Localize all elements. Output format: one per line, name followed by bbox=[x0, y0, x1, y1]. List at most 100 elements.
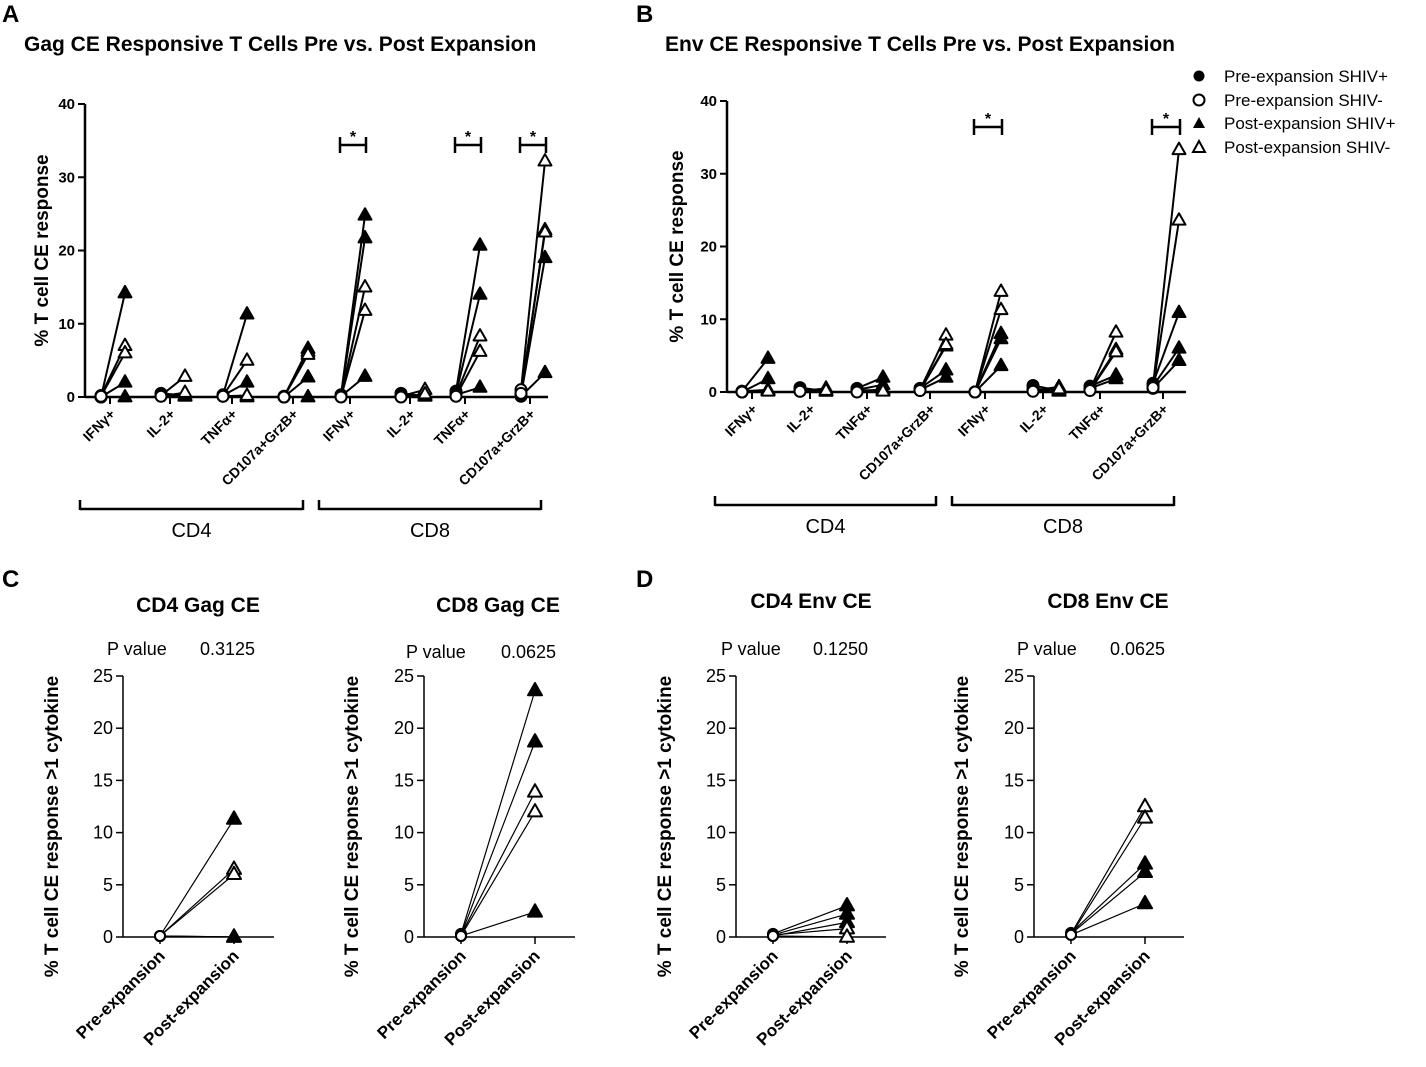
post-point bbox=[1136, 863, 1154, 878]
post-point bbox=[1171, 304, 1187, 319]
post-point bbox=[300, 346, 316, 360]
series-line bbox=[455, 335, 481, 396]
post-point bbox=[1171, 141, 1187, 156]
chart-c2-p-label: P value bbox=[406, 642, 466, 662]
series-line bbox=[1070, 903, 1146, 936]
post-point bbox=[239, 374, 255, 388]
post-point bbox=[177, 368, 193, 382]
series-line bbox=[460, 741, 536, 936]
x-tick-label: IL-2+ bbox=[783, 401, 818, 436]
legend-circle-filled-icon bbox=[1193, 70, 1205, 82]
post-point bbox=[225, 865, 243, 881]
significance-star: * bbox=[465, 129, 472, 146]
series-line bbox=[1152, 312, 1180, 384]
post-point bbox=[300, 388, 316, 403]
post-point bbox=[472, 237, 488, 251]
chart-c2: 0 5 10 15 20 25 % T cell CE response >1 cytoki… bbox=[342, 666, 575, 1049]
post-point bbox=[526, 733, 544, 748]
legend-label-post-neg: Post-expansion SHIV- bbox=[1224, 138, 1390, 157]
series-line bbox=[340, 237, 366, 396]
chart-d2-p-value: 0.0625 bbox=[1110, 639, 1165, 659]
pre-point bbox=[913, 384, 927, 398]
panel-letter-c: C bbox=[2, 566, 19, 593]
x-tick-label: IFNγ+ bbox=[80, 406, 119, 445]
chart-b-title: Env CE Responsive T Cells Pre vs. Post E… bbox=[665, 33, 1175, 56]
post-point bbox=[357, 302, 373, 316]
series-line bbox=[1070, 863, 1146, 934]
series-line bbox=[159, 818, 235, 937]
y-tick-label: 0 bbox=[404, 927, 414, 947]
post-point bbox=[472, 328, 488, 342]
series-line bbox=[772, 905, 848, 935]
panel-letter-d: D bbox=[636, 566, 653, 593]
pre-point bbox=[154, 389, 168, 403]
post-point bbox=[938, 369, 954, 383]
y-tick-label: 10 bbox=[700, 311, 717, 328]
y-axis-label: % T cell CE response bbox=[32, 154, 53, 346]
series-line bbox=[455, 245, 481, 392]
series-line bbox=[919, 344, 947, 392]
chart-c2-p-value: 0.0625 bbox=[501, 642, 556, 662]
legend-triangle-filled-icon bbox=[1193, 117, 1205, 128]
series-line bbox=[100, 352, 126, 397]
y-tick-label: 40 bbox=[58, 96, 75, 113]
plots-layer: 0 10 20 30 40 % T cell CE response IFNγ+ IL-2+ T… bbox=[32, 93, 1187, 1049]
y-axis-label: % T cell CE response >1 cytokine bbox=[42, 676, 63, 978]
post-point bbox=[225, 810, 243, 825]
y-tick-label: 0 bbox=[716, 927, 726, 947]
y-tick-label: 15 bbox=[394, 770, 414, 790]
post-point bbox=[526, 903, 544, 918]
pre-point bbox=[1083, 384, 1097, 398]
chart-a: 0 10 20 30 40 % T cell CE response IFNγ+ IL-2+ T… bbox=[32, 96, 553, 542]
post-point bbox=[1136, 894, 1154, 910]
post-point bbox=[472, 286, 488, 300]
legend: Pre-expansion SHIV+ Pre-expansion SHIV- … bbox=[1191, 67, 1396, 157]
series-line bbox=[460, 811, 536, 937]
post-point bbox=[239, 306, 255, 320]
x-tick-label: TNFα+ bbox=[1066, 401, 1108, 443]
series-line bbox=[455, 294, 481, 394]
y-axis-label: % T cell CE response bbox=[667, 150, 688, 342]
chart-c1-p-label: P value bbox=[107, 639, 167, 659]
y-tick-label: 20 bbox=[58, 243, 75, 260]
panel-letter-a: A bbox=[2, 1, 19, 28]
y-tick-label: 25 bbox=[394, 666, 414, 686]
post-point bbox=[993, 357, 1009, 372]
y-axis-label: % T cell CE response >1 cytokine bbox=[952, 676, 973, 978]
series-line bbox=[283, 354, 309, 398]
chart-d1-p-label: P value bbox=[721, 639, 781, 659]
post-point bbox=[838, 928, 856, 943]
y-tick-label: 10 bbox=[93, 823, 113, 843]
post-point bbox=[117, 344, 133, 359]
x-tick-label: TNFα+ bbox=[833, 401, 875, 443]
series-line bbox=[974, 309, 1002, 393]
pre-point bbox=[1026, 384, 1040, 398]
pre-point bbox=[334, 390, 348, 404]
series-line bbox=[222, 359, 248, 397]
x-tick-label: IL-2+ bbox=[143, 406, 178, 441]
pre-point bbox=[968, 385, 982, 399]
post-point bbox=[117, 388, 133, 403]
post-point bbox=[993, 301, 1009, 316]
series-line bbox=[159, 868, 235, 937]
series-line bbox=[772, 913, 848, 936]
y-tick-label: 0 bbox=[67, 389, 75, 406]
post-point bbox=[875, 383, 891, 397]
y-tick-label: 25 bbox=[1004, 666, 1024, 686]
series-line bbox=[222, 313, 248, 396]
y-tick-label: 0 bbox=[709, 384, 717, 401]
legend-label-pre-neg: Pre-expansion SHIV- bbox=[1224, 91, 1383, 110]
series-line bbox=[1152, 220, 1180, 388]
post-point bbox=[938, 336, 954, 351]
pre-point bbox=[455, 929, 467, 942]
chart-a-title: Gag CE Responsive T Cells Pre vs. Post E… bbox=[24, 33, 536, 56]
chart-c2-title: CD8 Gag CE bbox=[436, 594, 560, 617]
pre-point bbox=[394, 390, 408, 404]
series-line bbox=[1089, 331, 1117, 391]
y-tick-label: 0 bbox=[103, 927, 113, 947]
y-tick-label: 10 bbox=[706, 823, 726, 843]
y-tick-label: 40 bbox=[700, 93, 717, 110]
series-line bbox=[741, 357, 769, 392]
pre-point bbox=[1065, 928, 1077, 941]
group-label: CD4 bbox=[171, 520, 211, 542]
